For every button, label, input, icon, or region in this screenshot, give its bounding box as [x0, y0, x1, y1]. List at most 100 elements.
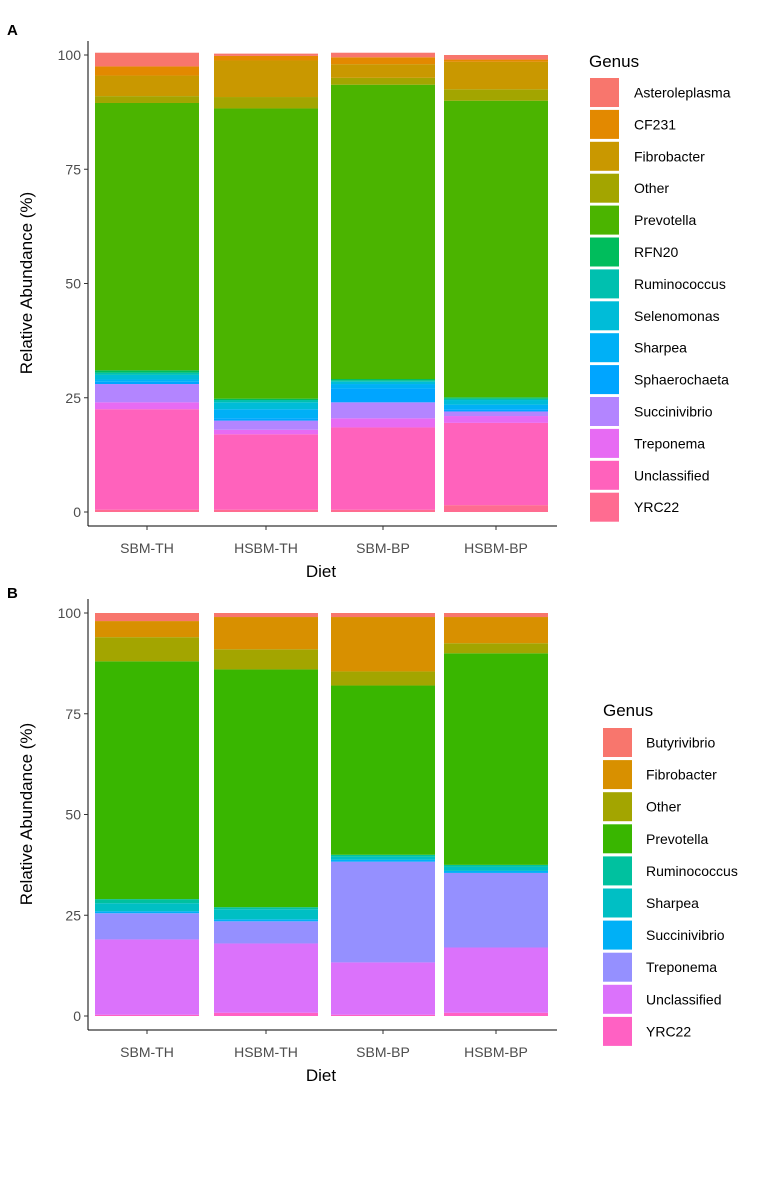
panel-b-segment-sbm-th-fibrobacter — [95, 621, 199, 638]
panel-b-legend-key-other — [603, 792, 632, 822]
panel-b-segment-sbm-bp-succinivibrio — [331, 859, 435, 862]
panel-a-legend-key-unclassified — [590, 460, 619, 490]
panel-a-segment-hsbm-bp-ruminococcus — [444, 398, 548, 401]
panel-b-legend-label-other: Other — [646, 799, 681, 815]
panel-b-x-tick-label-hsbm-bp: HSBM-BP — [464, 1044, 528, 1060]
panel-a-segment-sbm-bp-succinivibrio — [331, 402, 435, 419]
panel-b-y-axis-title: Relative Abundance (%) — [17, 723, 36, 905]
panel-a-x-tick-label-hsbm-th: HSBM-TH — [234, 540, 298, 556]
panel-b-segment-hsbm-bp-unclassified — [444, 947, 548, 1013]
panel-a-segment-sbm-bp-selenomonas — [331, 381, 435, 385]
panel-b-segment-hsbm-bp-yrc22 — [444, 1012, 548, 1016]
panel-a-segment-sbm-bp-treponema — [331, 418, 435, 428]
panel-a-segment-hsbm-th-cf231 — [214, 55, 318, 61]
panel-a-segment-sbm-bp-sphaerochaeta — [331, 388, 435, 403]
panel-a-legend-key-treponema — [590, 428, 619, 458]
panel-a-bar-hsbm-bp — [444, 55, 548, 512]
panel-a-segment-sbm-th-asteroleplasma — [95, 52, 199, 67]
panel-b-x-axis-title: Diet — [306, 1066, 337, 1085]
panel-a-segment-sbm-th-prevotella — [95, 102, 199, 371]
panel-a-segment-hsbm-th-prevotella — [214, 108, 318, 399]
panel-b-segment-sbm-bp-yrc22 — [331, 1014, 435, 1016]
panel-b-segment-sbm-th-prevotella — [95, 661, 199, 900]
panel-a-segment-hsbm-th-fibrobacter — [214, 60, 318, 98]
panel-b-legend-key-butyrivibrio — [603, 728, 632, 757]
panel-a-legend: Genus Asteroleplasma CF231 Fibrobacter Other… — [589, 52, 731, 522]
panel-b-y-tick-label-75: 75 — [65, 706, 81, 722]
panel-a-segment-hsbm-th-ruminococcus — [214, 400, 318, 403]
panel-b-segment-sbm-th-butyrivibrio — [95, 613, 199, 622]
panel-a-segment-sbm-th-selenomonas — [95, 374, 199, 380]
panel-a-segment-sbm-th-sphaerochaeta — [95, 381, 199, 385]
panel-a-legend-key-succinivibrio — [590, 397, 619, 426]
panel-a-segment-sbm-th-other — [95, 96, 199, 103]
panel-a-segment-sbm-bp-rfn20 — [331, 379, 435, 381]
panel-a-y-tick-label-75: 75 — [65, 161, 81, 177]
panel-a-segment-hsbm-bp-asteroleplasma — [444, 55, 548, 60]
panel-a-y-tick-label-0: 0 — [73, 504, 81, 520]
panel-a-legend-label-treponema: Treponema — [634, 435, 705, 451]
panel-a-segment-hsbm-bp-selenomonas — [444, 400, 548, 405]
panel-a-segment-sbm-th-ruminococcus — [95, 372, 199, 375]
panel-a-segment-sbm-th-rfn20 — [95, 370, 199, 373]
panel-b-legend-label-fibrobacter: Fibrobacter — [646, 767, 717, 783]
panel-a-legend-key-yrc22 — [590, 492, 619, 522]
panel-a-y-tick-label-100: 100 — [58, 47, 82, 63]
panel-a-legend-key-other — [590, 173, 619, 203]
panel-b-segment-sbm-bp-unclassified — [331, 962, 435, 1015]
panel-a-legend-key-prevotella — [590, 205, 619, 235]
panel-a-legend-label-ruminococcus: Ruminococcus — [634, 276, 726, 292]
panel-b-legend-label-ruminococcus: Ruminococcus — [646, 863, 738, 879]
panel-b-legend-key-treponema — [603, 952, 632, 982]
panel-b-segment-sbm-th-yrc22 — [95, 1014, 199, 1016]
panel-b-segment-sbm-th-succinivibrio — [95, 911, 199, 914]
panel-a-segment-hsbm-th-yrc22 — [214, 509, 318, 512]
panel-a-segment-hsbm-bp-unclassified — [444, 422, 548, 506]
panel-b-segment-hsbm-th-unclassified — [214, 943, 318, 1013]
panel-a-legend-label-rfn20: RFN20 — [634, 244, 679, 260]
panel-a-segment-hsbm-bp-sphaerochaeta — [444, 409, 548, 412]
panel-b-bar-sbm-bp — [331, 613, 435, 1016]
panel-a-segment-hsbm-bp-prevotella — [444, 100, 548, 398]
panel-b-segment-sbm-bp-ruminococcus — [331, 854, 435, 857]
panel-a-y-axis-title: Relative Abundance (%) — [17, 192, 36, 374]
panel-a-segment-hsbm-bp-succinivibrio — [444, 411, 548, 417]
panel-b-segment-hsbm-th-butyrivibrio — [214, 613, 318, 618]
panel-a-segment-hsbm-bp-treponema — [444, 416, 548, 423]
panel-a-bar-sbm-th — [95, 52, 199, 512]
panel-b-segment-sbm-th-sharpea — [95, 903, 199, 912]
panel-a-segment-hsbm-th-other — [214, 97, 318, 109]
panel-b-legend-label-prevotella: Prevotella — [646, 831, 708, 847]
panel-a-segment-sbm-th-succinivibrio — [95, 384, 199, 403]
panel-a-segment-hsbm-th-selenomonas — [214, 402, 318, 410]
panel-a-legend-key-cf231 — [590, 109, 619, 139]
panel-b-legend-key-unclassified — [603, 984, 632, 1014]
panel-b-legend-label-unclassified: Unclassified — [646, 991, 721, 1007]
panel-a-segment-hsbm-bp-yrc22 — [444, 505, 548, 512]
panel-a-segment-hsbm-bp-sharpea — [444, 404, 548, 410]
panel-b-segment-sbm-bp-treponema — [331, 861, 435, 963]
panel-b-segment-sbm-bp-sharpea — [331, 856, 435, 860]
panel-b-legend-key-ruminococcus — [603, 856, 632, 886]
panel-b-legend-key-fibrobacter — [603, 760, 632, 790]
panel-b-segment-sbm-th-treponema — [95, 913, 199, 940]
panel-b-y-tick-label-50: 50 — [65, 807, 81, 823]
panel-b-legend: Genus Butyrivibrio Fibrobacter Other Prevote… — [603, 701, 738, 1046]
panel-a-segment-hsbm-th-asteroleplasma — [214, 53, 318, 56]
panel-a-y-tick-label-25: 25 — [65, 390, 81, 406]
panel-b-x-tick-label-hsbm-th: HSBM-TH — [234, 1044, 298, 1060]
panel-b-segment-hsbm-th-sharpea — [214, 909, 318, 920]
panel-b-legend-key-sharpea — [603, 888, 632, 918]
panel-b-segment-hsbm-th-prevotella — [214, 669, 318, 908]
panel-b-bar-sbm-th — [95, 613, 199, 1016]
panel-b-y-tick-label-0: 0 — [73, 1008, 81, 1024]
panel-b-segment-hsbm-bp-prevotella — [444, 653, 548, 865]
panel-b-segment-hsbm-th-ruminococcus — [214, 907, 318, 910]
panel-a-segment-hsbm-bp-rfn20 — [444, 397, 548, 399]
panel-a-legend-label-succinivibrio: Succinivibrio — [634, 404, 713, 420]
panel-a-segment-sbm-bp-unclassified — [331, 427, 435, 510]
panel-a-bar-sbm-bp — [331, 52, 435, 512]
panel-b-bar-hsbm-th — [214, 613, 318, 1016]
